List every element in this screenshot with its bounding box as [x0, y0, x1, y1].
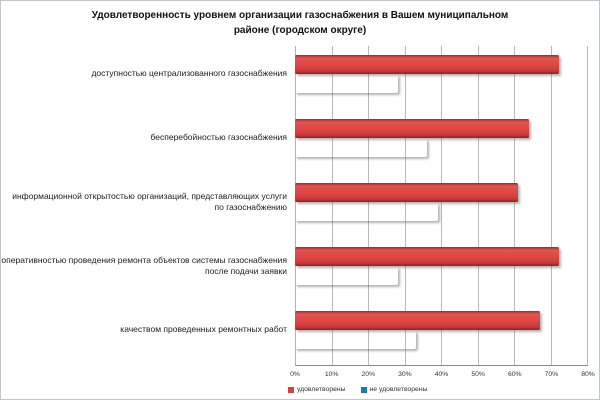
legend-label: не удовлетворены — [369, 386, 428, 393]
bar-group — [295, 46, 588, 110]
satisfied-swatch-icon — [288, 386, 294, 393]
gridline — [514, 46, 515, 365]
bar-group — [295, 302, 588, 366]
not-satisfied-swatch-icon — [360, 386, 367, 393]
bar-satisfied — [295, 183, 519, 202]
x-tick-label: 50% — [471, 371, 485, 378]
x-tick-label: 30% — [398, 371, 412, 378]
x-tick-label: 80% — [581, 371, 595, 378]
gridline — [587, 46, 588, 365]
bar-satisfied — [295, 311, 541, 330]
bar-not-satisfied — [295, 139, 427, 157]
bar-group — [295, 110, 588, 174]
category-row: доступностью централизованного газоснабж… — [1, 46, 588, 110]
bar-satisfied — [295, 55, 559, 74]
category-label: оперативностью проведения ремонта объект… — [1, 254, 287, 276]
category-label: качеством проведенных ремонтных работ — [120, 324, 287, 334]
x-tick-label: 60% — [507, 371, 522, 378]
category-row: оперативностью проведения ремонта объект… — [1, 238, 588, 302]
bar-not-satisfied — [295, 203, 438, 221]
x-tick-label: 40% — [434, 371, 449, 378]
bar-satisfied — [295, 247, 559, 266]
legend-item: удовлетворены — [288, 386, 346, 393]
gridline — [477, 46, 479, 365]
bar-not-satisfied — [295, 267, 398, 285]
gridline — [441, 46, 442, 365]
gridline — [331, 46, 333, 365]
category-row: качеством проведенных ремонтных работ — [1, 302, 588, 366]
category-label: информационной открытостью организаций, … — [12, 190, 287, 212]
x-tick-label: 10% — [324, 371, 339, 378]
gridline — [550, 46, 552, 365]
bar-satisfied — [295, 119, 530, 138]
bar-not-satisfied — [295, 75, 398, 93]
legend-label: удовлетворены — [297, 386, 346, 393]
bar-not-satisfied — [295, 331, 416, 349]
plot-area — [295, 46, 588, 366]
x-tick-label: 0% — [290, 371, 300, 378]
bar-group — [295, 174, 588, 238]
chart-title: Удовлетворенность уровнем организации га… — [91, 10, 509, 36]
x-axis-ticks: 0% 10% 20% 30% 40% 50% 60% 70% 80% — [290, 371, 595, 383]
category-label: доступностью централизованного газоснабж… — [91, 68, 287, 78]
gridline — [368, 46, 369, 365]
legend: удовлетворены не удовлетворены — [288, 386, 427, 393]
category-row: бесперебойностью газоснабжения — [1, 110, 588, 174]
gridline — [404, 46, 406, 365]
chart-rows: доступностью централизованного газоснабж… — [1, 46, 588, 366]
category-row: информационной открытостью организаций, … — [1, 174, 588, 238]
x-tick-label: 20% — [361, 371, 376, 378]
category-label: бесперебойностью газоснабжения — [150, 132, 288, 142]
x-tick-label: 70% — [544, 371, 559, 378]
legend-item: не удовлетворены — [360, 386, 428, 393]
bar-group — [295, 238, 588, 302]
